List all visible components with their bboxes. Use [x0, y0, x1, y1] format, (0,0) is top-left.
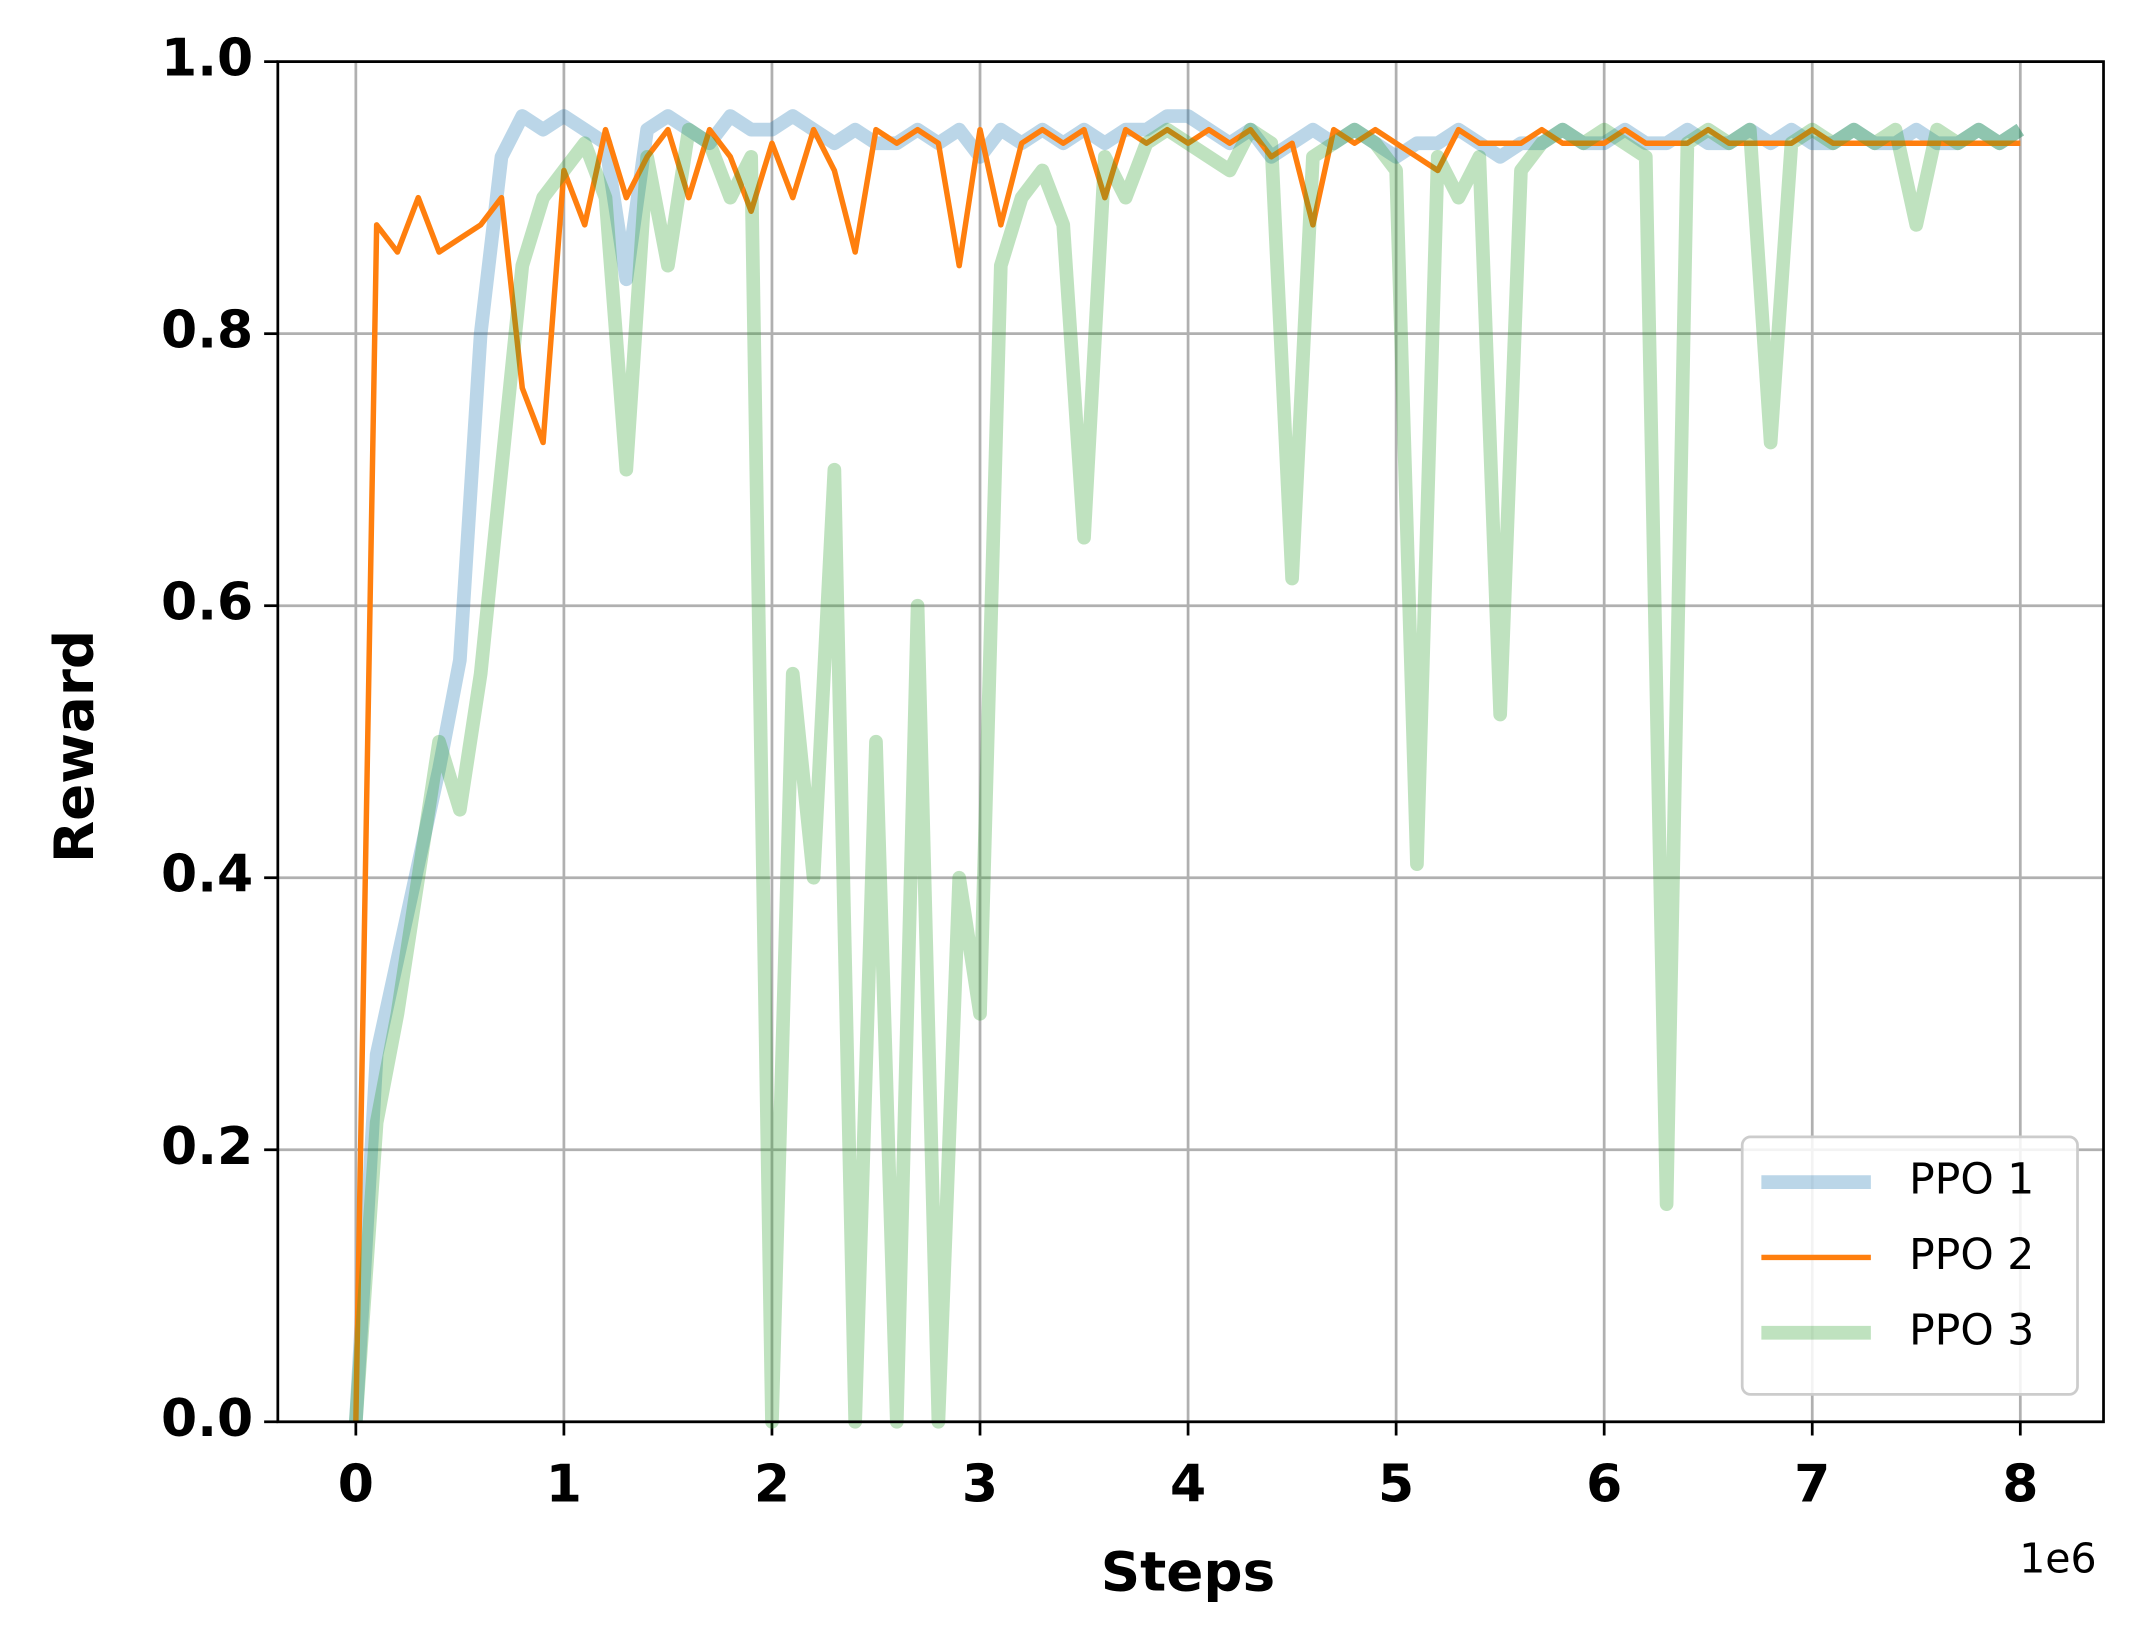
line-series	[349, 122, 2025, 1429]
line-series	[349, 109, 2025, 1423]
y-tick-label: 0.0	[161, 1389, 253, 1449]
x-tick-label: 3	[962, 1455, 998, 1515]
legend-label: PPO 3	[1909, 1306, 2034, 1355]
legend-box	[1740, 1135, 2079, 1396]
x-tick-label: 7	[1794, 1455, 1830, 1515]
x-tick-label: 1	[546, 1455, 582, 1515]
legend-label: PPO 2	[1909, 1231, 2034, 1280]
x-tick-label: 6	[1586, 1455, 1622, 1515]
x-tick-label: 0	[338, 1455, 374, 1515]
y-tick-label: 1.0	[161, 29, 253, 89]
legend-label: PPO 1	[1909, 1156, 2034, 1205]
y-tick-label: 0.2	[161, 1117, 253, 1177]
y-tick-label: 0.8	[161, 301, 253, 361]
x-tick-label: 5	[1378, 1455, 1414, 1515]
y-tick-label: 0.6	[161, 573, 253, 633]
line-series	[353, 126, 2021, 1422]
x-axis-label: Steps	[1101, 1539, 1275, 1603]
plot-frame	[276, 60, 2105, 1424]
y-axis-label: Reward	[42, 630, 106, 863]
x-tick-label: 8	[2002, 1455, 2038, 1515]
x-tick-label: 2	[754, 1455, 790, 1515]
x-offset-label: 1e6	[2019, 1535, 2096, 1583]
x-tick-label: 4	[1170, 1455, 1206, 1515]
y-tick-label: 0.4	[161, 845, 253, 905]
